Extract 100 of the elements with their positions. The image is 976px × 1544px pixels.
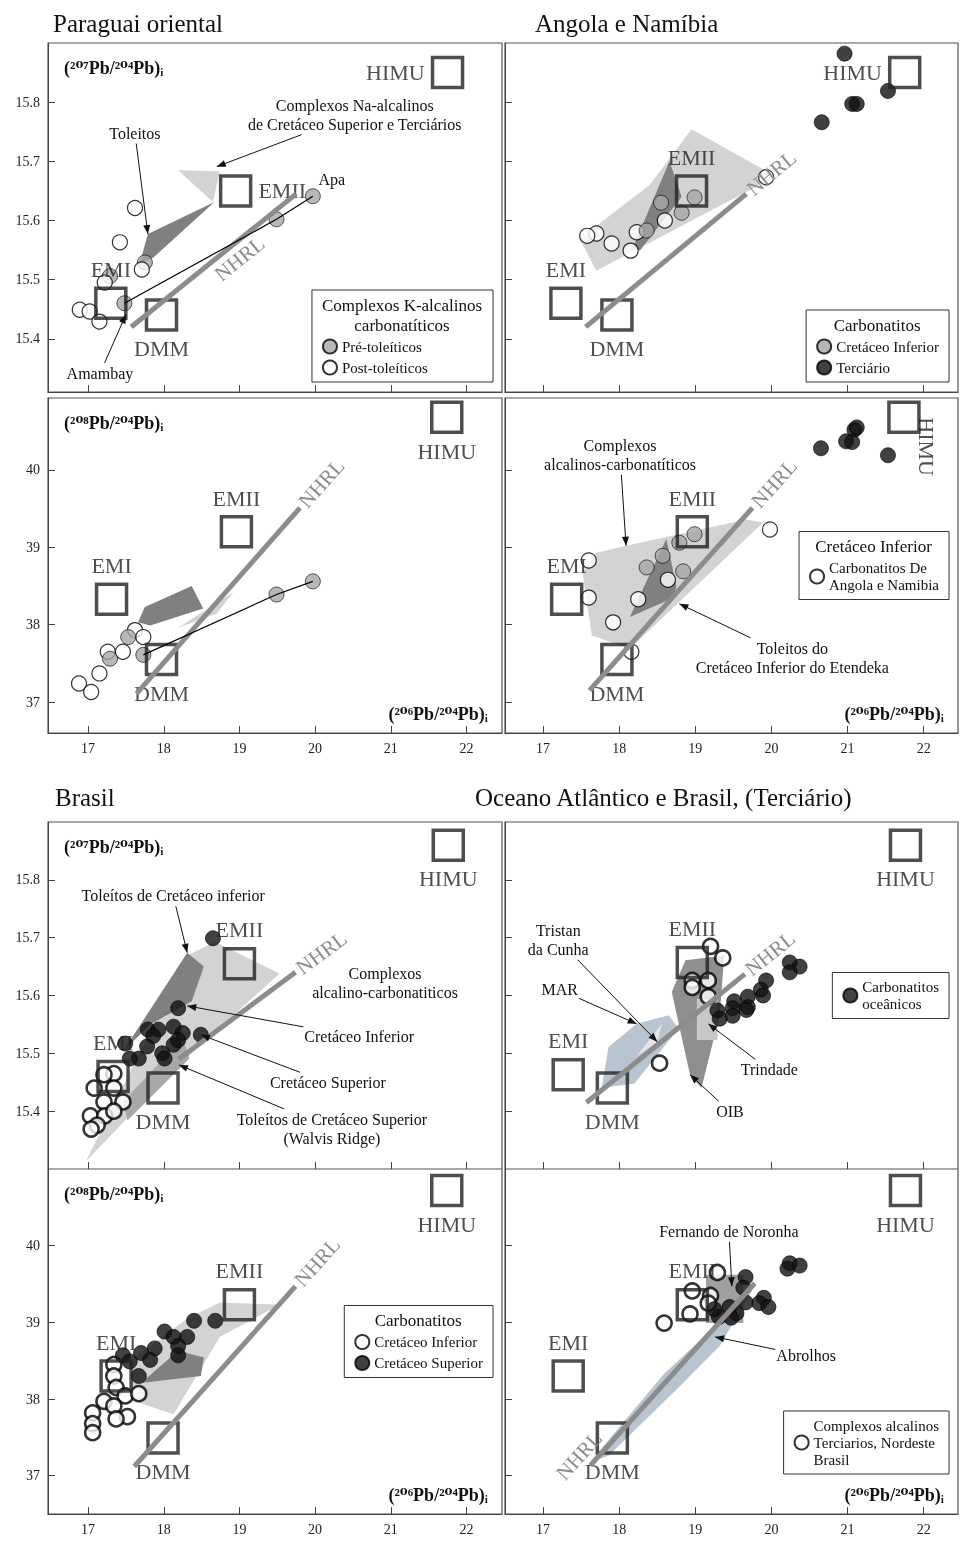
data-label: EMII — [212, 485, 261, 511]
annotation: Fernando de Noronha — [659, 1222, 799, 1240]
data-label: DMM — [133, 336, 190, 362]
data-label: EMI — [90, 257, 131, 283]
x-tick-label: 19 — [688, 740, 703, 756]
y-tick-label: 40 — [26, 462, 40, 478]
annotation: Trindade — [740, 1061, 798, 1079]
x-tick-label: 20 — [308, 1521, 323, 1537]
annotation: Toleitos — [109, 124, 161, 142]
legend-label: Complexos alcalinos Terciarios, Nordeste Brasil — [813, 1417, 940, 1468]
annotation: OIB — [716, 1103, 744, 1121]
data-label: EMI — [548, 1028, 589, 1054]
x-axis-title: (²⁰⁶Pb/²⁰⁴Pb)ᵢ — [388, 1485, 488, 1506]
data-label: HIMU — [876, 1211, 935, 1237]
y-tick-label: 37 — [26, 1468, 40, 1484]
annotation: MAR — [541, 981, 579, 999]
annotation: Complexos alcalinos-carbonatíticos — [544, 436, 697, 473]
x-tick-label: 18 — [156, 740, 171, 756]
chart-title: Brasil — [55, 784, 115, 811]
y-tick-label: 15.5 — [15, 272, 40, 288]
x-tick-label: 19 — [688, 1521, 703, 1537]
x-tick-label: 21 — [840, 740, 855, 756]
annotation: Toleitos do Cretáceo Inferior do Etendeka — [695, 639, 889, 676]
data-label: HIMU — [366, 60, 425, 86]
x-tick-label: 19 — [232, 1521, 247, 1537]
data-label: HIMU — [417, 1211, 477, 1237]
y-tick-label: 15.6 — [15, 212, 40, 228]
legend-label: Terciário — [836, 359, 891, 376]
annotation: Amambay — [66, 365, 134, 384]
x-tick-label: 18 — [156, 1521, 171, 1537]
legend-label: Post-toleíticos — [341, 359, 428, 376]
annotation: Complexos Na-alcalinos de Cretáceo Superior e Terciários — [247, 96, 462, 134]
x-tick-label: 21 — [840, 1521, 855, 1537]
y-tick-label: 15.6 — [15, 988, 40, 1003]
data-label: HIMU — [418, 866, 478, 892]
x-tick-label: 17 — [81, 1521, 96, 1537]
data-label: EMII — [668, 485, 717, 511]
x-tick-label: 17 — [536, 1521, 551, 1537]
chart-title: Oceano Atlântico e Brasil, (Terciário) — [475, 784, 852, 812]
y-tick-label: 38 — [26, 617, 40, 633]
data-label: EMI — [546, 552, 587, 578]
x-tick-label: 20 — [764, 740, 779, 756]
x-tick-label: 21 — [383, 740, 398, 756]
y-tick-label: 15.8 — [15, 94, 40, 110]
annotation: Cretáceo Superior — [269, 1074, 387, 1093]
data-label: EMI — [545, 257, 587, 283]
data-label: EMI — [95, 1329, 137, 1355]
data-label: EMII — [215, 1258, 264, 1284]
annotation: Apa — [318, 170, 346, 189]
x-tick-label: 22 — [916, 740, 931, 756]
data-label: EMII — [258, 178, 307, 204]
y-tick-label: 15.4 — [15, 331, 40, 347]
legend-label: Cretáceo Inferior — [836, 338, 940, 355]
y-axis-title: (²⁰⁸Pb/²⁰⁴Pb)ᵢ — [64, 413, 164, 434]
x-axis-title: (²⁰⁶Pb/²⁰⁴Pb)ᵢ — [844, 704, 944, 725]
data-label: EMI — [91, 552, 132, 578]
x-tick-label: 22 — [459, 1521, 474, 1537]
x-axis-title: (²⁰⁶Pb/²⁰⁴Pb)ᵢ — [844, 1485, 944, 1506]
x-tick-label: 20 — [308, 740, 323, 756]
x-tick-label: 22 — [916, 1521, 931, 1537]
annotation: Toleítos de Cretáceo Superior (Walvis Ridge) — [236, 1110, 428, 1148]
x-tick-label: 22 — [459, 740, 474, 756]
legend-label: Cretáceo Superior — [374, 1355, 484, 1371]
data-label: EMII — [215, 917, 264, 943]
y-tick-label: 37 — [26, 694, 40, 710]
annotation: Toleítos de Cretáceo inferior — [81, 887, 266, 905]
data-label: DMM — [135, 1459, 191, 1485]
y-tick-label: 15.5 — [15, 1045, 40, 1061]
y-tick-label: 39 — [26, 1314, 40, 1330]
data-label: EMI — [548, 1329, 589, 1355]
x-tick-label: 18 — [612, 740, 627, 756]
y-axis-title: (²⁰⁸Pb/²⁰⁴Pb)ᵢ — [64, 1184, 164, 1205]
y-axis-title: (²⁰⁷Pb/²⁰⁴Pb)ᵢ — [64, 837, 164, 858]
data-label: HIMU — [823, 60, 883, 86]
legend-label: Carbonatitos De Angola e Namibia — [829, 560, 940, 593]
annotation: Abrolhos — [776, 1347, 836, 1365]
data-label: DMM — [584, 1109, 640, 1135]
y-tick-label: 40 — [26, 1238, 40, 1254]
data-label: DMM — [135, 1109, 191, 1135]
y-tick-label: 39 — [26, 539, 40, 555]
x-tick-label: 18 — [612, 1521, 627, 1537]
data-label: DMM — [589, 680, 645, 706]
y-tick-label: 15.7 — [15, 153, 40, 169]
chart-title: Paraguai oriental — [53, 10, 224, 37]
annotation: Cretáceo Inferior — [304, 1028, 415, 1046]
legend-title: Carbonatitos — [374, 1311, 462, 1330]
x-tick-label: 17 — [81, 740, 96, 756]
y-tick-label: 15.4 — [15, 1103, 40, 1119]
y-axis-title: (²⁰⁷Pb/²⁰⁴Pb)ᵢ — [64, 58, 164, 79]
data-label: HIMU — [417, 438, 477, 464]
x-tick-label: 17 — [536, 740, 551, 756]
x-axis-title: (²⁰⁶Pb/²⁰⁴Pb)ᵢ — [388, 704, 488, 725]
data-label: DMM — [589, 336, 645, 362]
data-label: EMII — [667, 144, 716, 170]
legend-title: Cretáceo Inferior — [815, 537, 933, 556]
chart-title: Angola e Namíbia — [535, 10, 719, 37]
legend-title: Carbonatitos — [833, 315, 921, 335]
legend-title: Complexos K-alcalinos carbonatíticos — [321, 295, 482, 335]
legend-label: Pré-toleíticos — [341, 338, 423, 355]
y-tick-label: 38 — [26, 1391, 40, 1407]
